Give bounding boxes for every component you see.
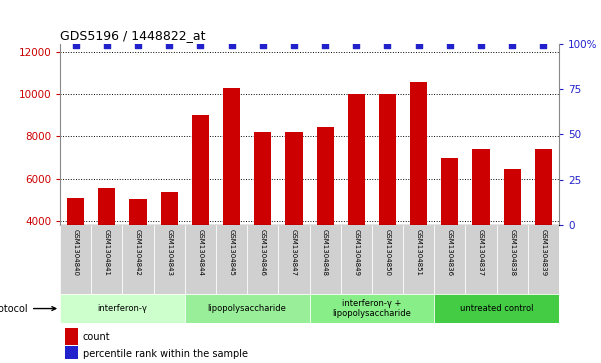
Text: count: count xyxy=(82,331,110,342)
Bar xyxy=(65,328,78,345)
Text: GSM1304847: GSM1304847 xyxy=(291,229,297,276)
Bar xyxy=(472,149,490,305)
Bar xyxy=(254,132,271,305)
Point xyxy=(71,42,81,48)
Point xyxy=(195,42,205,48)
Point xyxy=(507,42,517,48)
Bar xyxy=(317,127,334,305)
Bar xyxy=(60,294,185,323)
Point xyxy=(289,42,299,48)
Point xyxy=(320,42,330,48)
Text: GSM1304841: GSM1304841 xyxy=(104,229,110,276)
Bar xyxy=(91,225,123,294)
Bar xyxy=(434,225,465,294)
Text: GSM1304845: GSM1304845 xyxy=(228,229,234,276)
Bar xyxy=(441,158,459,305)
Bar xyxy=(341,225,372,294)
Text: interferon-γ: interferon-γ xyxy=(97,304,147,313)
Text: GSM1304849: GSM1304849 xyxy=(353,229,359,276)
Bar xyxy=(123,225,154,294)
Text: protocol: protocol xyxy=(0,303,56,314)
Bar xyxy=(504,169,520,305)
Text: lipopolysaccharide: lipopolysaccharide xyxy=(208,304,287,313)
Bar xyxy=(247,225,278,294)
Point xyxy=(445,42,454,48)
Bar xyxy=(348,94,365,305)
Bar xyxy=(403,225,434,294)
Text: GSM1304846: GSM1304846 xyxy=(260,229,266,276)
Text: GDS5196 / 1448822_at: GDS5196 / 1448822_at xyxy=(60,29,206,42)
Text: GSM1304842: GSM1304842 xyxy=(135,229,141,276)
Bar xyxy=(154,225,185,294)
Bar xyxy=(379,94,396,305)
Text: GSM1304851: GSM1304851 xyxy=(416,229,422,276)
Point xyxy=(258,42,267,48)
Text: GSM1304844: GSM1304844 xyxy=(197,229,203,276)
Point xyxy=(133,42,143,48)
Bar xyxy=(372,225,403,294)
Bar xyxy=(465,225,496,294)
Point xyxy=(102,42,112,48)
Bar xyxy=(535,149,552,305)
Point xyxy=(414,42,424,48)
Point xyxy=(165,42,174,48)
Text: GSM1304837: GSM1304837 xyxy=(478,229,484,276)
Bar xyxy=(310,225,341,294)
Bar xyxy=(434,294,559,323)
Bar xyxy=(223,88,240,305)
Text: percentile rank within the sample: percentile rank within the sample xyxy=(82,350,248,359)
Bar xyxy=(216,225,247,294)
Bar xyxy=(185,225,216,294)
Bar xyxy=(528,225,559,294)
Bar xyxy=(496,225,528,294)
Bar xyxy=(65,346,78,363)
Point xyxy=(352,42,361,48)
Bar xyxy=(129,199,147,305)
Bar xyxy=(99,188,115,305)
Text: untreated control: untreated control xyxy=(460,304,533,313)
Bar xyxy=(60,225,91,294)
Text: GSM1304838: GSM1304838 xyxy=(509,229,515,276)
Bar xyxy=(185,294,310,323)
Bar xyxy=(67,197,84,305)
Text: GSM1304840: GSM1304840 xyxy=(73,229,79,276)
Text: GSM1304843: GSM1304843 xyxy=(166,229,172,276)
Text: interferon-γ +
lipopolysaccharide: interferon-γ + lipopolysaccharide xyxy=(332,299,411,318)
Bar xyxy=(192,115,209,305)
Text: GSM1304836: GSM1304836 xyxy=(447,229,453,276)
Text: GSM1304848: GSM1304848 xyxy=(322,229,328,276)
Bar xyxy=(160,192,178,305)
Point xyxy=(538,42,548,48)
Bar xyxy=(310,294,435,323)
Text: GSM1304839: GSM1304839 xyxy=(540,229,546,276)
Bar xyxy=(285,132,302,305)
Bar xyxy=(410,82,427,305)
Point xyxy=(383,42,392,48)
Point xyxy=(476,42,486,48)
Bar xyxy=(278,225,310,294)
Point xyxy=(227,42,236,48)
Text: GSM1304850: GSM1304850 xyxy=(385,229,391,276)
